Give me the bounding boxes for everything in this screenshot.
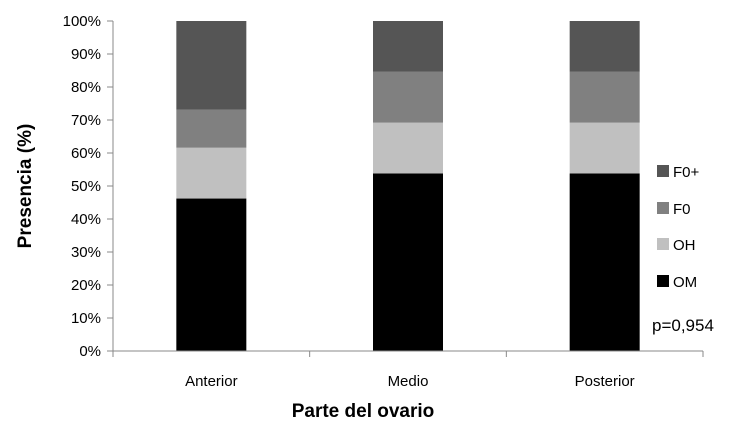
y-axis-title: Presencia (%) [15, 124, 36, 249]
y-tick-label: 40% [71, 211, 101, 228]
bar-segment-om [176, 198, 247, 351]
bar-segment-om [569, 173, 640, 351]
bar-segment-f0plus [373, 21, 443, 72]
bars [176, 21, 640, 351]
bar-segment-om [373, 173, 443, 351]
x-tick-label: Anterior [185, 373, 238, 390]
y-tick-label: 50% [71, 178, 101, 195]
legend-swatch [657, 275, 669, 287]
legend-swatch [657, 165, 669, 177]
legend-swatch [657, 202, 669, 214]
y-tick-label: 70% [71, 112, 101, 129]
y-tick-label: 20% [71, 277, 101, 294]
y-tick-label: 0% [79, 343, 101, 360]
bar-segment-oh [176, 147, 247, 199]
y-tick-label: 100% [63, 13, 101, 30]
x-axis-title: Parte del ovario [292, 401, 435, 422]
y-axis-ticks: 0% 10% 20% 30% 40% 50% 60% 70% 80% 90% 100% [63, 13, 113, 360]
bar-segment-oh [373, 122, 443, 174]
bar-segment-f0 [373, 71, 443, 123]
y-tick-label: 90% [71, 46, 101, 63]
bar-segment-f0 [176, 109, 247, 148]
legend-swatch [657, 238, 669, 250]
bar-segment-oh [569, 122, 640, 174]
bar-segment-f0 [569, 71, 640, 123]
legend-label: F0 [673, 201, 691, 218]
y-tick-label: 30% [71, 244, 101, 261]
p-value-annotation: p=0,954 [652, 316, 714, 335]
legend: F0+ F0 OH OM [657, 164, 700, 291]
legend-label: OH [673, 237, 696, 254]
x-tick-label: Posterior [575, 373, 635, 390]
x-tick-label: Medio [388, 373, 429, 390]
x-axis-ticks: Anterior Medio Posterior [112, 351, 704, 390]
legend-label: F0+ [673, 164, 700, 181]
y-tick-label: 80% [71, 79, 101, 96]
legend-label: OM [673, 274, 697, 291]
y-tick-label: 10% [71, 310, 101, 327]
y-tick-label: 60% [71, 145, 101, 162]
bar-segment-f0plus [176, 21, 247, 110]
bar-segment-f0plus [569, 21, 640, 72]
